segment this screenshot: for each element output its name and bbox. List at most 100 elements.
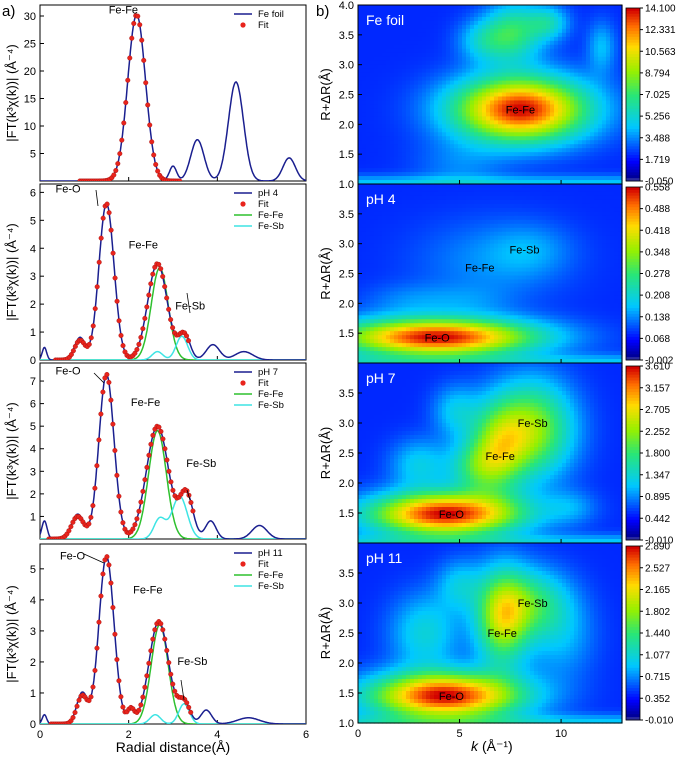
heatmap-cell — [542, 24, 547, 30]
fit-point — [88, 694, 94, 700]
heatmap-cell — [398, 152, 403, 157]
heatmap-cell — [406, 156, 411, 161]
heatmap-cell — [390, 92, 395, 98]
heatmap-cell — [398, 96, 403, 102]
heatmap-cell — [366, 72, 371, 78]
heatmap-cell — [542, 136, 547, 141]
heatmap-cell — [574, 80, 579, 86]
heatmap-cell — [402, 207, 407, 213]
heatmap-cell — [522, 20, 527, 26]
heatmap-cell — [518, 52, 523, 58]
heatmap-cell — [394, 56, 399, 62]
heatmap-cell — [566, 120, 571, 125]
heatmap-cell — [566, 112, 571, 117]
heatmap-cell — [358, 339, 363, 344]
heatmap-cell — [538, 140, 543, 145]
heatmap-cell — [362, 160, 367, 165]
heatmap-cell — [614, 108, 619, 113]
series-fe-sb — [40, 335, 306, 360]
heatmap-cell — [586, 48, 591, 54]
heatmap-cell — [442, 12, 447, 18]
heatmap-cell — [418, 351, 423, 356]
heatmap-cell — [570, 68, 575, 74]
heatmap-cell — [490, 36, 495, 42]
heatmap-cell — [522, 16, 527, 22]
heatmap-cell — [358, 168, 363, 173]
heatmap-cell — [446, 215, 451, 221]
heatmap-cell — [462, 315, 467, 320]
heatmap-cell — [454, 347, 459, 352]
heatmap-cell — [538, 44, 543, 50]
heatmap-cell — [410, 44, 415, 50]
heatmap-cell — [370, 235, 375, 241]
heatmap-cell — [370, 36, 375, 42]
fit-point — [132, 522, 138, 528]
heatmap-cell — [558, 132, 563, 137]
heatmap-cell — [442, 299, 447, 304]
fit-point — [120, 343, 126, 349]
heatmap-cell — [610, 48, 615, 54]
heatmap-cell — [386, 176, 391, 181]
heatmap-cell — [570, 60, 575, 66]
heatmap-cell — [442, 84, 447, 90]
heatmap-cell — [474, 319, 479, 324]
arrow-line — [95, 189, 99, 207]
heatmap-cell — [458, 72, 463, 78]
heatmap-cell — [450, 12, 455, 18]
fit-point — [113, 168, 119, 174]
heatmap-cell — [594, 148, 599, 153]
heatmap-cell — [478, 180, 483, 185]
heatmap-cell — [598, 60, 603, 66]
heatmap-cell — [434, 148, 439, 153]
heatmap-cell — [574, 60, 579, 66]
heatmap-cell — [398, 124, 403, 129]
heatmap-cell — [542, 156, 547, 161]
heatmap-cell — [474, 235, 479, 241]
heatmap-cell — [486, 307, 491, 312]
heatmap-cell — [482, 287, 487, 292]
heatmap-cell — [446, 355, 451, 360]
heatmap-cell — [610, 76, 615, 82]
heatmap-cell — [534, 176, 539, 181]
heatmap-cell — [390, 8, 395, 14]
heatmap-cell — [378, 60, 383, 66]
heatmap-cell — [518, 120, 523, 125]
heatmap-cell — [526, 140, 531, 145]
fit-point — [123, 100, 129, 106]
heatmap-cell — [446, 88, 451, 94]
heatmap-cell — [490, 191, 495, 197]
heatmap-cell — [458, 291, 463, 296]
heatmap-cell — [450, 343, 455, 348]
heatmap-cell — [386, 44, 391, 50]
heatmap-cell — [610, 128, 615, 133]
heatmap-cell — [382, 176, 387, 181]
heatmap-cell — [598, 48, 603, 54]
heatmap-cell — [462, 323, 467, 328]
y-tick-label: 1.5 — [339, 149, 354, 161]
heatmap-cell — [442, 32, 447, 38]
heatmap-cell — [586, 60, 591, 66]
heatmap-cell — [450, 112, 455, 117]
heatmap-cell — [446, 291, 451, 296]
heatmap-cell — [378, 5, 383, 10]
heatmap-cell — [410, 219, 415, 225]
heatmap-cell — [594, 56, 599, 62]
heatmap-cell — [566, 148, 571, 153]
heatmap-cell — [534, 96, 539, 102]
heatmap-cell — [610, 104, 615, 110]
heatmap-cell — [366, 20, 371, 26]
heatmap-cell — [518, 180, 523, 185]
heatmap-cell — [450, 152, 455, 157]
heatmap-cell — [430, 195, 435, 201]
heatmap-cell — [414, 36, 419, 42]
heatmap-cell — [374, 235, 379, 241]
heatmap-cell — [582, 172, 587, 177]
heatmap-cell — [386, 331, 391, 336]
heatmap-cell — [418, 144, 423, 149]
heatmap-cell — [478, 331, 483, 336]
heatmap-cell — [426, 303, 431, 308]
heatmap-cell — [474, 203, 479, 209]
heatmap-cell — [482, 211, 487, 217]
heatmap-cell — [614, 72, 619, 78]
heatmap-cell — [402, 32, 407, 38]
